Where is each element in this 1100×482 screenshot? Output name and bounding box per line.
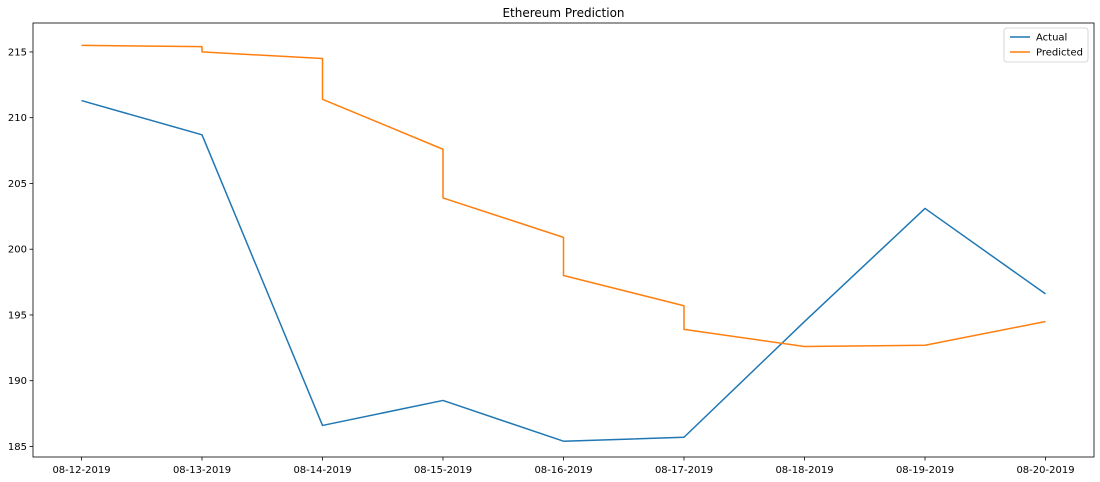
data-point-actual	[924, 208, 925, 209]
series-line-predicted	[81, 44, 1046, 348]
data-point-predicted	[442, 149, 443, 150]
legend-label-predicted: Predicted	[1036, 48, 1083, 59]
data-point-actual	[683, 437, 684, 438]
data-point-predicted	[322, 58, 323, 59]
x-axis: 08-12-2019 08-13-2019 08-14-2019 08-15-2019…	[52, 457, 1075, 476]
data-point-actual	[201, 134, 202, 135]
x-tick-label: 08-19-2019	[896, 465, 954, 476]
y-tick-label: 185	[8, 442, 27, 453]
x-tick-label: 08-14-2019	[293, 465, 351, 476]
chart-title: Ethereum Prediction	[502, 6, 624, 20]
data-point-predicted	[563, 237, 564, 238]
data-point-predicted	[201, 51, 202, 52]
data-point-predicted	[1045, 321, 1046, 322]
x-tick-label: 08-20-2019	[1016, 465, 1074, 476]
data-point-actual	[322, 425, 323, 426]
data-point-actual	[804, 321, 805, 322]
legend: Actual Predicted	[1003, 27, 1089, 63]
data-point-predicted	[924, 345, 925, 346]
y-tick-label: 200	[8, 245, 27, 256]
data-point-predicted	[683, 329, 684, 330]
data-point-actual	[563, 441, 564, 442]
y-tick-label: 195	[8, 310, 27, 321]
x-tick-label: 08-17-2019	[655, 465, 713, 476]
data-point-actual	[442, 400, 443, 401]
data-point-predicted	[442, 197, 443, 198]
x-tick-label: 08-16-2019	[534, 465, 592, 476]
series-line-actual	[81, 99, 1046, 442]
x-tick-label: 08-12-2019	[52, 465, 110, 476]
x-tick-label: 08-15-2019	[414, 465, 472, 476]
y-tick-label: 210	[8, 113, 27, 124]
plot-lines	[81, 44, 1046, 442]
x-tick-label: 08-13-2019	[173, 465, 231, 476]
y-tick-label: 205	[8, 179, 27, 190]
x-tick-label: 08-18-2019	[775, 465, 833, 476]
data-point-predicted	[201, 46, 202, 47]
data-point-predicted	[81, 45, 82, 46]
data-point-predicted	[322, 99, 323, 100]
data-point-actual	[1045, 293, 1046, 294]
data-point-actual	[81, 100, 82, 101]
y-tick-label: 190	[8, 376, 27, 387]
legend-label-actual: Actual	[1036, 33, 1067, 44]
data-point-predicted	[683, 305, 684, 306]
y-tick-label: 215	[8, 47, 27, 58]
y-axis: 185 190 195 200 205 210 215	[8, 47, 33, 453]
data-point-predicted	[563, 275, 564, 276]
data-point-predicted	[804, 346, 805, 347]
